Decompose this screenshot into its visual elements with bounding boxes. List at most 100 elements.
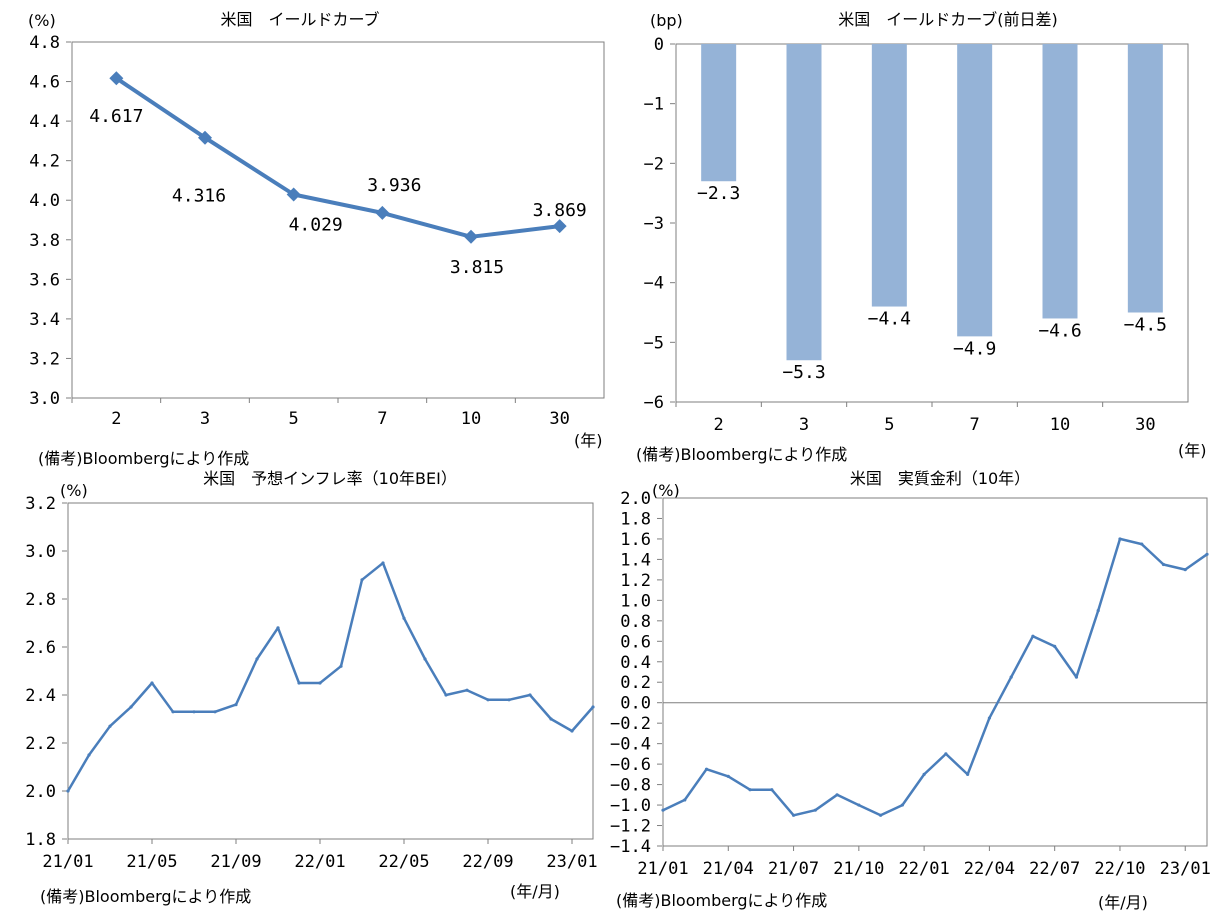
real-rate-x-tick-label: 23/01: [1160, 859, 1211, 879]
yield-change-x-tick-label: 7: [970, 415, 980, 435]
real-rate-y-tick-label: 0.0: [620, 694, 651, 714]
bei-y-tick-label: 1.8: [25, 830, 56, 850]
yield-change-source-note: (備考)Bloombergにより作成: [636, 445, 847, 464]
bei-plot-area: [67, 502, 594, 840]
bei-x-tick-label: 22/05: [378, 852, 429, 872]
real-rate-point-23-01: [1183, 568, 1187, 572]
real-rate-point-22-12: [1161, 562, 1166, 567]
yield-change-chart: 米国 イールドカーブ(前日差) (bp) 0 −1 −2 −3 −4 −5 −6 2 3 5 7 1…: [636, 10, 1207, 464]
bei-title: 米国 予想インフレ率（10年BEI）: [203, 469, 457, 488]
bei-chart: 米国 予想インフレ率（10年BEI） (%) 1.8 2.0 2.2 2.4 2.6 2.…: [25, 469, 597, 906]
yield-curve-x-tick-label: 30: [549, 409, 569, 429]
real-rate-x-tick-label: 22/04: [964, 859, 1015, 879]
real-rate-point-22-01: [922, 772, 926, 776]
bei-point-21-01: [66, 789, 70, 793]
yield-change-y-tick-label: −5: [644, 333, 664, 353]
real-rate-unit: (%): [652, 481, 680, 500]
real-rate-point-21-03: [704, 767, 709, 771]
real-rate-y-tick-label: −0.6: [610, 755, 651, 775]
real-rate-y-tick-label: −1.2: [610, 817, 651, 837]
yield-change-data-label-10: −4.6: [1038, 320, 1081, 341]
yield-curve-data-label-2: 4.617: [89, 106, 143, 127]
yield-change-data-label-2: −2.3: [697, 183, 740, 204]
real-rate-point-22-07: [1053, 644, 1057, 649]
real-rate-y-tick-label: −1.4: [610, 837, 651, 857]
bei-y-tick-label: 2.0: [25, 782, 56, 802]
real-rate-y-tick-label: 0.8: [620, 612, 651, 632]
real-rate-x-unit: (年/月): [1098, 893, 1148, 912]
real-rate-series-line: [662, 537, 1208, 817]
bei-point-21-03: [108, 724, 112, 728]
yield-curve-x-unit: (年): [574, 431, 603, 450]
yield-curve-x-tick-label: 3: [200, 409, 210, 429]
yield-curve-y-tick-label: 4.2: [29, 152, 60, 172]
yield-curve-x-tick-label: 5: [289, 409, 299, 429]
bei-y-tick-label: 2.8: [25, 590, 56, 610]
bei-point-21-11: [276, 626, 280, 630]
yield-change-x-tick-label: 2: [714, 415, 724, 435]
real-rate-point-21-02: [683, 798, 687, 802]
yield-curve-point-7: [375, 205, 390, 220]
real-rate-point-21-11: [879, 813, 883, 817]
yield-curve-x-tick-label: 7: [377, 409, 387, 429]
bei-point-21-06: [171, 710, 175, 714]
real-rate-y-tick-label: 0.4: [620, 653, 651, 673]
bei-point-22-08: [465, 688, 469, 692]
yield-change-bar-3: [786, 44, 822, 361]
real-rate-source-note: (備考)Bloombergにより作成: [616, 891, 827, 910]
yield-change-x-tick-label: 30: [1135, 415, 1155, 435]
yield-curve-point-2: [109, 71, 124, 86]
yield-change-bar-30: [1127, 44, 1163, 313]
real-rate-point-22-06: [1031, 634, 1035, 638]
bei-source-note: (備考)Bloombergにより作成: [40, 887, 251, 906]
real-rate-x-tick-label: 22/10: [1094, 859, 1145, 879]
bei-point-22-12: [549, 717, 553, 721]
real-rate-point-22-04: [987, 716, 992, 720]
bei-x-tick-label: 23/01: [546, 852, 597, 872]
yield-change-data-label-3: −5.3: [782, 362, 825, 383]
real-rate-y-tick-label: −0.4: [610, 735, 651, 755]
yield-curve-point-3: [198, 130, 212, 145]
real-rate-y-tick-label: 1.6: [620, 530, 651, 550]
bei-point-21-09: [234, 703, 238, 707]
real-rate-y-tick-label: 0.6: [620, 632, 651, 652]
yield-change-title: 米国 イールドカーブ(前日差): [838, 10, 1058, 29]
yield-curve-data-label-5: 4.029: [289, 214, 343, 235]
real-rate-title: 米国 実質金利（10年）: [850, 469, 1030, 488]
yield-curve-y-tick-label: 4.6: [29, 73, 60, 93]
yield-change-x-tick-label: 3: [799, 415, 809, 435]
yield-change-data-label-7: −4.9: [953, 338, 996, 359]
real-rate-point-21-09: [835, 793, 839, 797]
real-rate-y-tick-label: 0.2: [620, 673, 651, 693]
real-rate-y-tick-label: 2.0: [620, 489, 651, 509]
bei-series-line: [66, 561, 594, 792]
real-rate-y-tick-label: −0.2: [610, 714, 651, 734]
real-rate-point-22-05: [1009, 675, 1013, 679]
bei-point-21-02: [87, 753, 91, 757]
real-rate-x-tick-label: 22/01: [899, 859, 950, 879]
real-rate-point-21-05: [748, 788, 752, 792]
real-rate-point-21-12: [900, 803, 904, 807]
yield-curve-y-tick-label: 4.8: [29, 33, 60, 53]
bei-y-tick-label: 3.0: [25, 542, 56, 562]
yield-curve-unit: (%): [28, 11, 56, 30]
real-rate-point-21-04: [726, 774, 730, 779]
bei-x-tick-label: 21/09: [210, 852, 261, 872]
real-rate-y-tick-label: −1.0: [610, 796, 651, 816]
bei-unit: (%): [60, 481, 88, 500]
yield-curve-data-label-30: 3.869: [533, 200, 587, 221]
yield-change-unit: (bp): [650, 11, 683, 30]
real-rate-y-tick-label: −0.8: [610, 776, 651, 796]
yield-change-x-unit: (年): [1178, 441, 1207, 460]
yield-curve-point-10: [464, 229, 478, 244]
bei-y-tick-label: 3.2: [25, 494, 56, 514]
yield-curve-y-tick-label: 4.0: [29, 191, 60, 211]
real-rate-point-22-03: [966, 772, 970, 776]
yield-curve-data-label-10: 3.815: [450, 257, 504, 278]
yield-change-bar-5: [871, 44, 907, 307]
yield-change-data-label-30: −4.5: [1124, 315, 1167, 336]
bei-y-tick-label: 2.6: [25, 638, 56, 658]
yield-curve-plot-area: [71, 41, 605, 399]
yield-change-y-tick-label: −6: [644, 393, 664, 413]
yield-change-y-tick-label: 0: [654, 35, 664, 55]
